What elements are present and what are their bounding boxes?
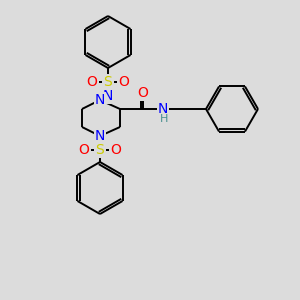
Text: N: N — [95, 129, 105, 143]
Text: S: S — [103, 75, 112, 89]
Text: N: N — [103, 89, 113, 103]
Text: H: H — [160, 114, 168, 124]
Text: N: N — [158, 102, 168, 116]
Text: N: N — [95, 93, 105, 107]
Text: N: N — [95, 129, 105, 143]
Text: O: O — [138, 86, 148, 100]
Text: O: O — [87, 75, 98, 89]
Text: O: O — [111, 143, 122, 157]
Text: O: O — [118, 75, 129, 89]
Text: O: O — [118, 75, 129, 89]
Text: S: S — [103, 75, 112, 89]
Text: O: O — [87, 75, 98, 89]
Text: S: S — [96, 143, 104, 157]
Text: O: O — [79, 143, 89, 157]
Text: N: N — [95, 93, 105, 107]
